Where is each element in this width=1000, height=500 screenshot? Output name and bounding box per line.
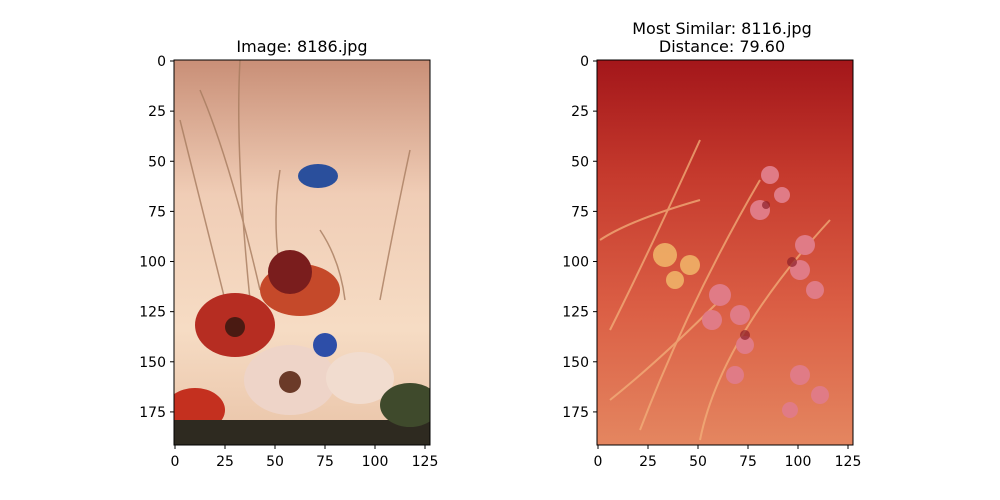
left-x-tick-label: 0: [171, 454, 180, 470]
left-axes-frame: [173, 59, 431, 446]
left-panel-title: Image: 8186.jpg: [236, 37, 367, 56]
right-panel: Most Similar: 8116.jpg Distance: 79.60: [562, 19, 861, 470]
right-y-tick-label: 0: [580, 54, 589, 70]
left-y-axis: 0 25 50 75 100 125 150 175: [139, 54, 174, 421]
left-y-tick-label: 100: [139, 255, 166, 271]
left-y-tick-label: 25: [148, 104, 166, 120]
left-x-tick-label: 75: [316, 454, 334, 470]
right-x-tick-label: 25: [639, 454, 657, 470]
right-image: [597, 60, 853, 445]
left-y-tick-label: 125: [139, 305, 166, 321]
right-x-tick-label: 125: [835, 454, 862, 470]
right-y-tick-label: 75: [571, 204, 589, 220]
right-x-axis: 0 25 50 75 100 125: [594, 445, 862, 470]
left-panel: Image: 8186.jpg: [139, 37, 439, 470]
right-y-tick-label: 50: [571, 154, 589, 170]
left-y-tick-label: 50: [148, 154, 166, 170]
left-x-axis: 0 25 50 75 100 125: [171, 445, 439, 470]
left-x-tick-label: 50: [266, 454, 284, 470]
right-y-tick-label: 25: [571, 104, 589, 120]
left-x-tick-label: 100: [362, 454, 389, 470]
right-x-tick-label: 75: [739, 454, 757, 470]
right-x-tick-label: 0: [594, 454, 603, 470]
left-image: [174, 60, 430, 445]
right-y-axis: 0 25 50 75 100 125 150 175: [562, 54, 597, 421]
left-y-tick-label: 75: [148, 204, 166, 220]
right-y-tick-label: 125: [562, 305, 589, 321]
left-x-tick-label: 25: [216, 454, 234, 470]
left-y-tick-label: 150: [139, 355, 166, 371]
right-y-tick-label: 100: [562, 255, 589, 271]
right-panel-title-line1: Most Similar: 8116.jpg: [632, 19, 812, 38]
left-x-tick-label: 125: [412, 454, 439, 470]
right-x-tick-label: 100: [785, 454, 812, 470]
left-y-tick-label: 175: [139, 405, 166, 421]
right-axes-frame: [596, 59, 854, 446]
left-y-tick-label: 0: [157, 54, 166, 70]
right-y-tick-label: 150: [562, 355, 589, 371]
right-panel-title-line2: Distance: 79.60: [659, 37, 785, 56]
right-x-tick-label: 50: [689, 454, 707, 470]
right-y-tick-label: 175: [562, 405, 589, 421]
